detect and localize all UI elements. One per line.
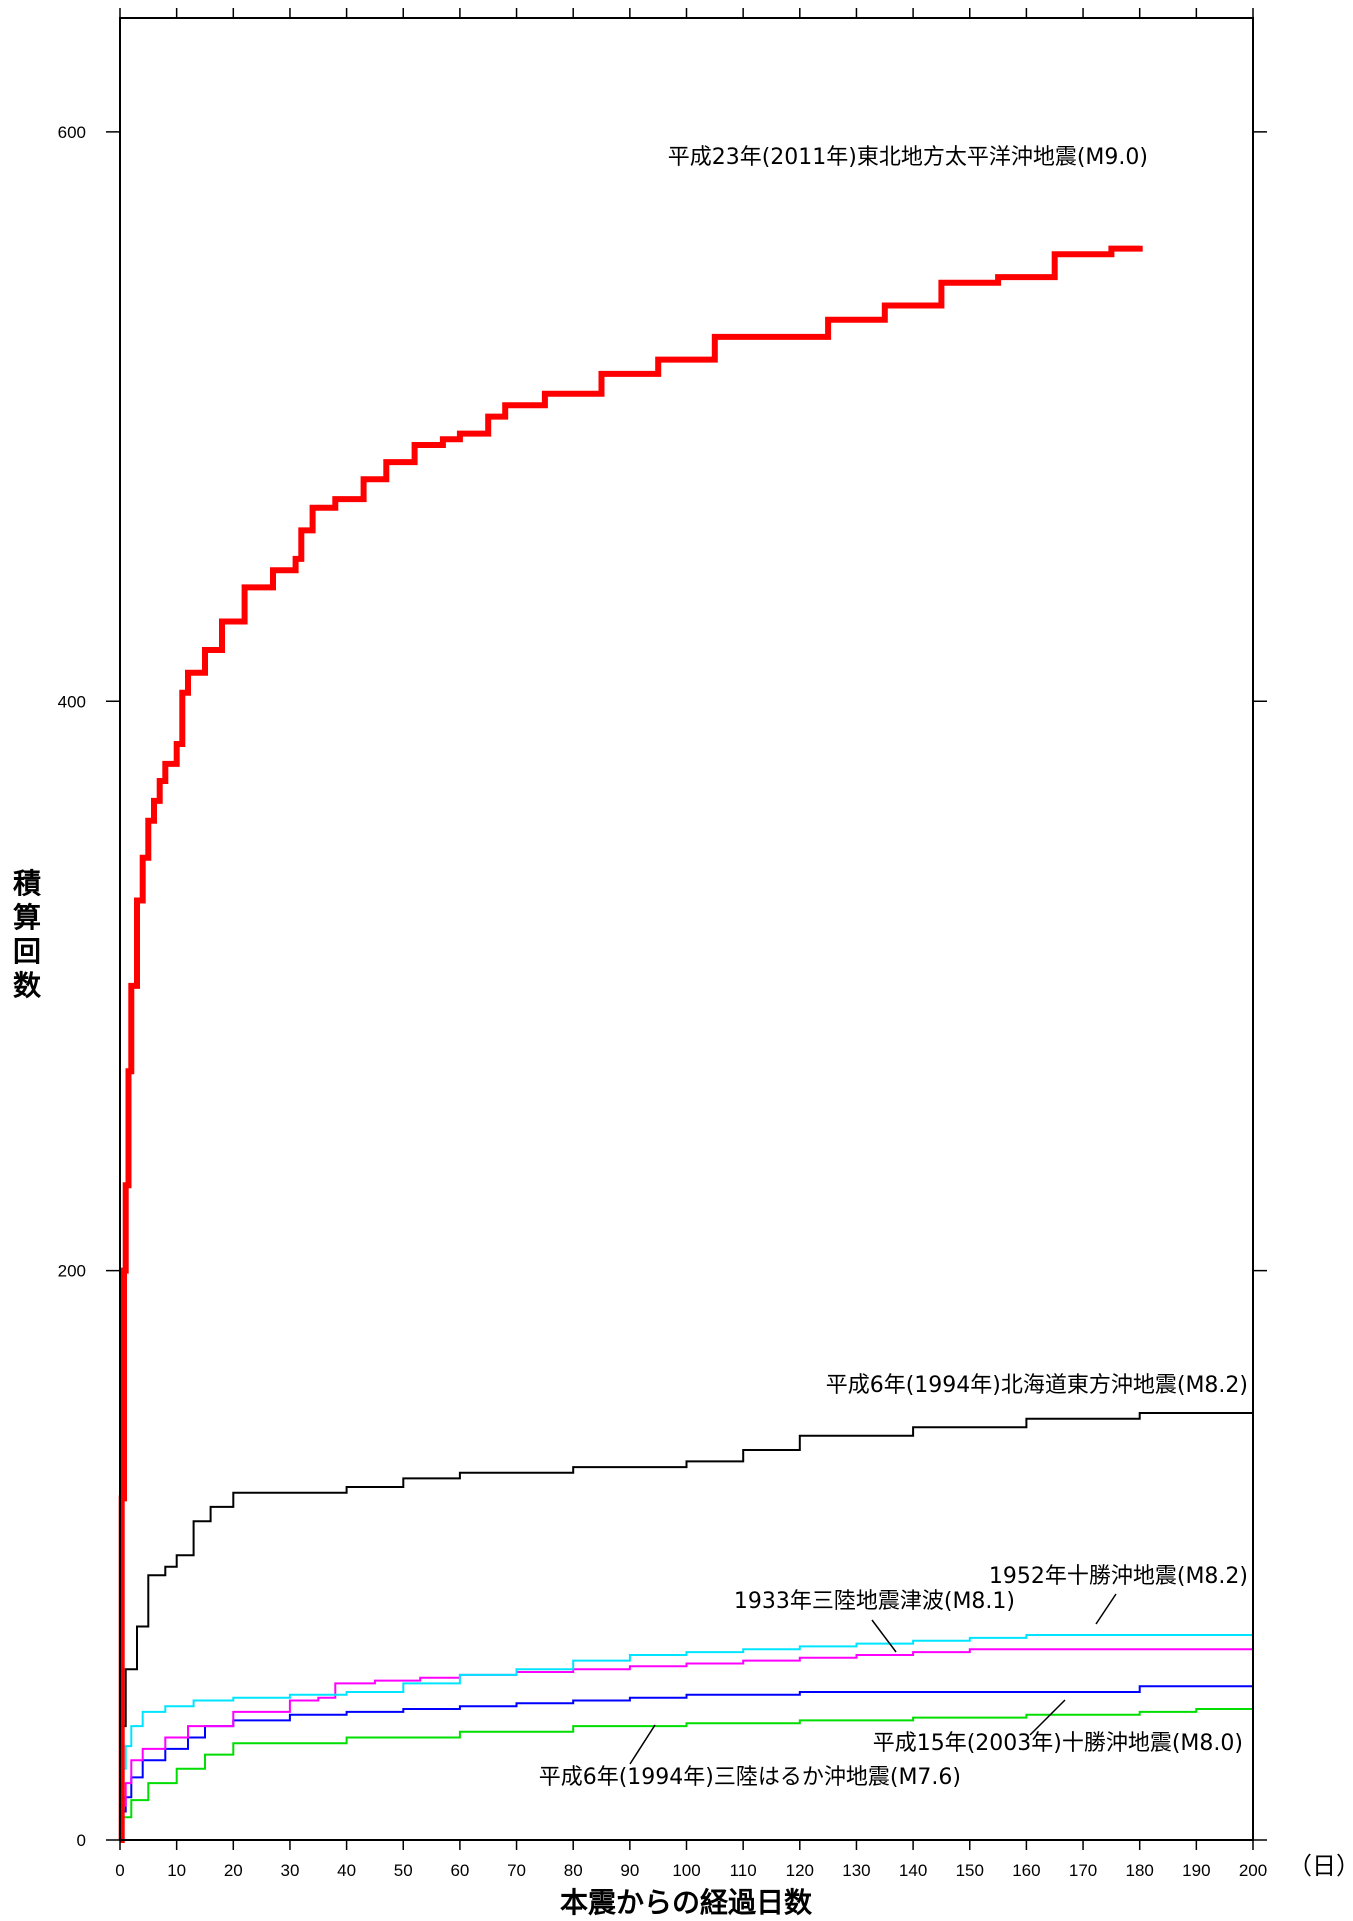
x-tick-label: 70 bbox=[507, 1861, 526, 1880]
series-line-2 bbox=[120, 1398, 1254, 1841]
x-tick-label: 10 bbox=[167, 1861, 186, 1880]
label-1994-sanriku-haruka: 平成6年(1994年)三陸はるか沖地震(M7.6) bbox=[539, 1765, 961, 1790]
x-tick-label: 100 bbox=[672, 1861, 700, 1880]
series-line-6 bbox=[120, 1697, 1254, 1841]
label-2003-tokachi: 平成15年(2003年)十勝沖地震(M8.0) bbox=[873, 1731, 1243, 1756]
x-tick-label: 90 bbox=[620, 1861, 639, 1880]
annotation-leaders bbox=[629, 1593, 1117, 1765]
x-tick-label: 120 bbox=[786, 1861, 814, 1880]
y-axis-title-char: 回 bbox=[13, 935, 41, 968]
y-axis-title-char: 積 bbox=[13, 867, 41, 900]
y-axis-title-char: 算 bbox=[13, 901, 41, 934]
x-tick-label: 170 bbox=[1069, 1861, 1097, 1880]
annotation-leader-line bbox=[1095, 1593, 1117, 1625]
annotation-leader-line bbox=[1029, 1699, 1066, 1736]
x-tick-label: 150 bbox=[956, 1861, 984, 1880]
x-tick-label: 60 bbox=[450, 1861, 469, 1880]
series-layer bbox=[118, 245, 1254, 1843]
x-tick-label: 110 bbox=[730, 1861, 757, 1880]
label-1933-sanriku: 1933年三陸地震津波(M8.1) bbox=[734, 1589, 1015, 1614]
x-tick-label: 40 bbox=[337, 1861, 356, 1880]
x-axis-unit: （日） bbox=[1288, 1852, 1353, 1880]
x-tick-label: 0 bbox=[115, 1861, 124, 1880]
y-tick-label: 400 bbox=[58, 692, 86, 711]
x-tick-label: 200 bbox=[1239, 1861, 1267, 1880]
x-tick-label: 80 bbox=[564, 1861, 583, 1880]
y-axis-ticks: 0 200 400 600 bbox=[58, 123, 1267, 1850]
annotation-leader-line bbox=[629, 1724, 656, 1765]
x-tick-label: 30 bbox=[280, 1861, 299, 1880]
series-line-3 bbox=[120, 1634, 1253, 1841]
x-tick-label: 20 bbox=[224, 1861, 243, 1880]
x-tick-label: 180 bbox=[1126, 1861, 1154, 1880]
series-line-5 bbox=[120, 1680, 1254, 1841]
series-line-4 bbox=[120, 1646, 1254, 1841]
label-1952-tokachi: 1952年十勝沖地震(M8.2) bbox=[989, 1564, 1248, 1589]
label-1994-hokkaido-toho: 平成6年(1994年)北海道東方沖地震(M8.2) bbox=[826, 1373, 1248, 1398]
y-tick-label: 600 bbox=[58, 123, 86, 142]
x-tick-label: 160 bbox=[1012, 1861, 1040, 1880]
x-tick-label: 140 bbox=[899, 1861, 927, 1880]
x-axis-ticks: 0 10 20 30 40 50 60 70 80 90 100 110 120 130 140 150 160… bbox=[115, 8, 1267, 1880]
label-2011-tohoku: 平成23年(2011年)東北地方太平洋沖地震(M9.0) bbox=[668, 145, 1148, 170]
y-axis-title-char: 数 bbox=[13, 969, 42, 1002]
x-tick-label: 50 bbox=[394, 1861, 413, 1880]
annotation-leader-line bbox=[871, 1619, 897, 1653]
y-tick-label: 0 bbox=[77, 1831, 86, 1850]
series-line-1 bbox=[118, 245, 1143, 1843]
x-tick-label: 190 bbox=[1182, 1861, 1210, 1880]
x-tick-label: 130 bbox=[842, 1861, 870, 1880]
x-axis-title: 本震からの経過日数 bbox=[560, 1886, 813, 1919]
y-tick-label: 200 bbox=[58, 1262, 86, 1281]
